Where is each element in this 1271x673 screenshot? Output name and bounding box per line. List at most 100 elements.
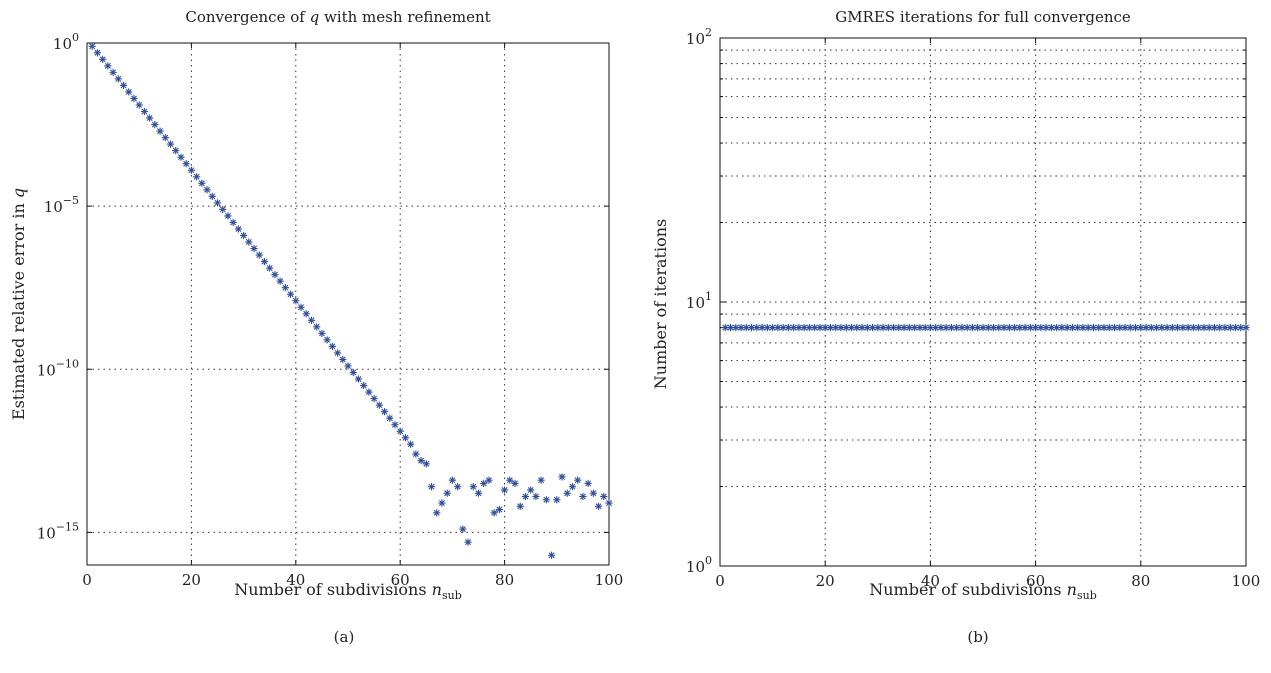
panel-a-data-point: [109, 68, 117, 76]
panel-a-plot-frame: [86, 42, 610, 566]
panel-a-data-point: [130, 94, 138, 103]
panel-b-data-point: [1200, 323, 1208, 332]
panel-a-data-point: [501, 486, 509, 494]
panel-a-data-point: [568, 483, 577, 491]
panel-b-data-point: [826, 323, 835, 332]
panel-b-data-point: [853, 323, 861, 332]
panel-b-grid: [720, 38, 1246, 566]
panel-b-x-axis-label: Number of subdivisions nsub: [869, 580, 1097, 602]
panel-a-x-tick-label: 0: [82, 571, 92, 589]
panel-a-data-point: [532, 492, 540, 501]
panel-b-data-point: [1179, 323, 1187, 332]
panel-a-data-point: [464, 538, 472, 546]
panel-a-y-axis-label: Estimated relative error in q: [9, 188, 28, 420]
panel-a-x-axis-label: Number of subdivisions nsub: [234, 580, 462, 602]
panel-a-data-point: [151, 120, 159, 129]
panel-a-data-point: [433, 509, 441, 517]
panel-a-data-point: [547, 551, 556, 559]
panel-a-y-tick-label: 10−10: [37, 357, 79, 379]
panel-b-data-point: [1021, 323, 1029, 332]
panel-a-data-point: [537, 476, 545, 484]
panel-a-data-point: [234, 225, 242, 233]
panel-a-data-point: [448, 476, 456, 484]
panel-b-data-point: [974, 323, 982, 332]
panel-a-data-point: [584, 479, 592, 488]
panel-a-data-point: [125, 88, 133, 96]
panel-a-data-point: [286, 290, 295, 298]
panel-a-data-point: [135, 101, 143, 109]
panel-a-data-point: [88, 42, 96, 50]
panel-b-caption-label: (b): [967, 628, 988, 646]
panel-a-data-point: [146, 114, 154, 122]
panel-b-data-point: [1137, 323, 1145, 332]
panel-a: Convergence of q with mesh refinement 0 2…: [9, 8, 623, 646]
panel-a-data-point: [213, 199, 222, 207]
panel-a-data-point: [250, 244, 258, 253]
panel-a-data-point: [99, 55, 107, 63]
panel-b-x-tick-label: 20: [816, 572, 835, 590]
panel-b-data-point: [726, 323, 735, 332]
panel-b-data-point: [800, 323, 808, 332]
panel-a-x-tick-label: 40: [286, 571, 305, 589]
panel-a-data-point: [292, 297, 300, 305]
panel-a-data-point: [605, 499, 613, 507]
panel-a-data-point: [114, 75, 122, 83]
panel-a-data-point: [276, 277, 284, 285]
panel-b-data-point: [742, 323, 750, 332]
panel-b-data-point: [1163, 323, 1171, 332]
panel-a-data-point: [558, 473, 566, 481]
panel-a-data-point: [182, 160, 190, 168]
panel-a-data-point: [485, 476, 493, 484]
panel-a-data-point: [172, 147, 180, 155]
panel-b-data-point: [1005, 323, 1013, 332]
panel-b-y-tick-label: 101: [686, 290, 712, 312]
panel-a-data-point: [161, 134, 169, 142]
panel-a-data-point: [271, 271, 279, 279]
panel-b-data-point: [795, 323, 803, 332]
panel-a-data-point: [177, 153, 185, 161]
panel-a-data-point: [240, 231, 248, 240]
panel-a-data-point: [438, 499, 446, 507]
panel-a-data-point: [459, 525, 467, 533]
panel-a-y-tick-label: 10−5: [44, 194, 79, 216]
panel-a-data-point: [297, 303, 305, 311]
panel-a-data-point: [365, 388, 373, 396]
panel-a-data-point: [407, 440, 415, 448]
panel-b-title: GMRES iterations for full convergence: [835, 8, 1131, 26]
panel-a-data-point: [255, 251, 263, 259]
panel-a-data-point: [307, 316, 316, 324]
panel-a-data-point: [542, 496, 550, 504]
panel-a-data-point: [401, 434, 410, 442]
panel-a-data-point: [302, 310, 310, 318]
panel-a-data-point: [349, 368, 357, 377]
panel-b-x-tick-label: 80: [1131, 572, 1150, 590]
panel-a-data-point: [506, 476, 514, 484]
panel-a-data-point: [193, 173, 201, 181]
panel-b-data-point: [1047, 323, 1055, 332]
panel-a-data-point: [495, 505, 503, 514]
panel-a-data-point: [417, 457, 425, 465]
panel-a-data-point: [594, 502, 603, 510]
panel-a-data-point: [516, 502, 524, 510]
panel-b-data-point: [874, 323, 882, 332]
panel-b-plot-frame: [719, 37, 1247, 567]
panel-a-data-point: [323, 336, 331, 344]
panel-a-y-tick-label: 10−15: [37, 520, 79, 542]
panel-b-data-point: [1242, 323, 1250, 332]
panel-b-data-point: [1110, 323, 1119, 332]
panel-a-x-tick-label: 80: [495, 571, 514, 589]
panel-a-data-point: [474, 489, 483, 497]
panel-a-data-point: [245, 238, 253, 246]
panel-b-y-tick-label: 102: [686, 26, 712, 48]
panel-a-data-point: [339, 355, 347, 364]
panel-a-data-point: [266, 264, 274, 272]
panel-b-data-point: [816, 323, 824, 332]
panel-a-data-point: [333, 349, 342, 357]
panel-a-data-point: [313, 323, 321, 331]
panel-a-data-point: [344, 362, 352, 370]
panel-a-y-tick-label: 100: [53, 31, 79, 53]
panel-a-data-point: [198, 179, 206, 187]
panel-a-data-point: [396, 427, 404, 435]
panel-b-data-point: [1058, 323, 1066, 332]
